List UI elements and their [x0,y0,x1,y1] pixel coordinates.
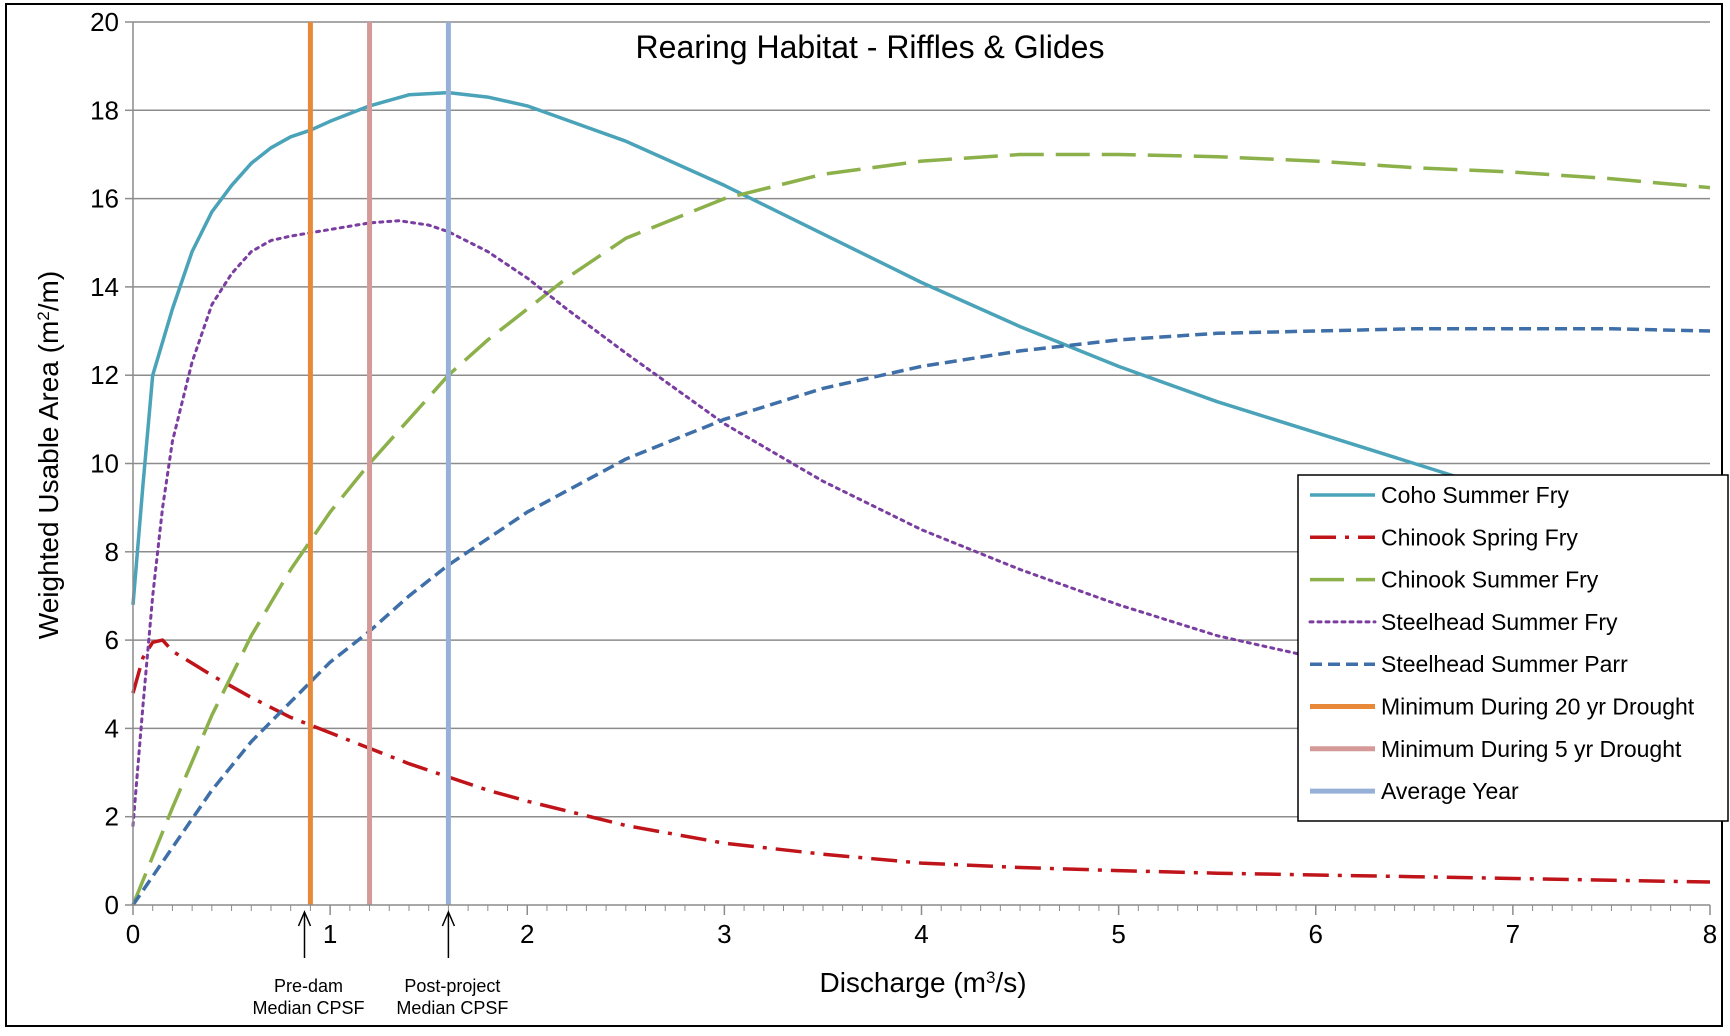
series-line-2 [131,152,1711,906]
y-tick-label-16: 16 [90,184,119,214]
y-tick-label-14: 14 [90,272,119,302]
y-axis-title-sup: 2 [34,311,53,320]
y-tick-label-8: 8 [105,537,119,567]
vertical-lines [307,22,451,905]
x-axis-title-main: Discharge (m [819,967,985,998]
y-tick-label-18: 18 [90,95,119,125]
legend-box [1297,474,1729,822]
annotation-line1-0: Pre-dam [274,976,343,996]
y-tick-label-10: 10 [90,449,119,479]
x-axis-title: Discharge (m3/s) [819,967,1026,998]
x-tick-label-3: 3 [717,919,731,949]
legend-label-0: Coho Summer Fry [1381,482,1569,508]
series-line-3 [131,219,1367,827]
series-line-0 [131,90,1465,605]
legend-label-7: Average Year [1381,778,1519,804]
x-tick-label-8: 8 [1703,919,1717,949]
y-axis-title: Weighted Usable Area (m2/m) [33,271,64,639]
y-axis-title-unit: /m) [33,271,64,311]
x-axis-title-unit: /s) [995,967,1026,998]
legend-label-2: Chinook Summer Fry [1381,567,1599,593]
annotation-arrowhead-0 [297,910,312,927]
x-tick-label-6: 6 [1309,919,1323,949]
legend-items: Coho Summer Fry Chinook Spring Fry Chinook… [1308,482,1695,804]
annotation-line1-1: Post-project [404,976,500,996]
y-axis-title-main: Weighted Usable Area (m [33,321,64,640]
series-line-1 [131,638,1711,884]
annotation-line2-1: Median CPSF [396,998,508,1018]
axes [125,21,1711,915]
series-layer [131,90,1711,906]
legend-label-4: Steelhead Summer Parr [1381,651,1628,677]
legend-label-6: Minimum During 5 yr Drought [1381,736,1682,762]
x-tick-label-7: 7 [1506,919,1520,949]
chart-title: Rearing Habitat - Riffles & Glides [636,29,1105,65]
legend-label-1: Chinook Spring Fry [1381,524,1578,550]
y-tick-label-6: 6 [105,625,119,655]
legend: Coho Summer Fry Chinook Spring Fry Chinook… [1297,474,1729,822]
x-axis-title-sup: 3 [986,968,995,987]
y-tick-label-0: 0 [105,890,119,920]
y-tick-label-4: 4 [105,713,119,743]
y-tick-label-12: 12 [90,360,119,390]
x-tick-label-1: 1 [323,919,337,949]
x-tick-label-4: 4 [914,919,928,949]
annotation-line2-0: Median CPSF [252,998,364,1018]
legend-label-5: Minimum During 20 yr Drought [1381,694,1695,720]
x-tick-label-0: 0 [126,919,140,949]
annotation-arrowhead-1 [441,910,456,927]
y-tick-label-20: 20 [90,7,119,37]
x-tick-label-2: 2 [520,919,534,949]
legend-label-3: Steelhead Summer Fry [1381,609,1618,635]
y-tick-label-2: 2 [105,802,119,832]
series-line-4 [131,327,1711,906]
x-tick-label-5: 5 [1111,919,1125,949]
